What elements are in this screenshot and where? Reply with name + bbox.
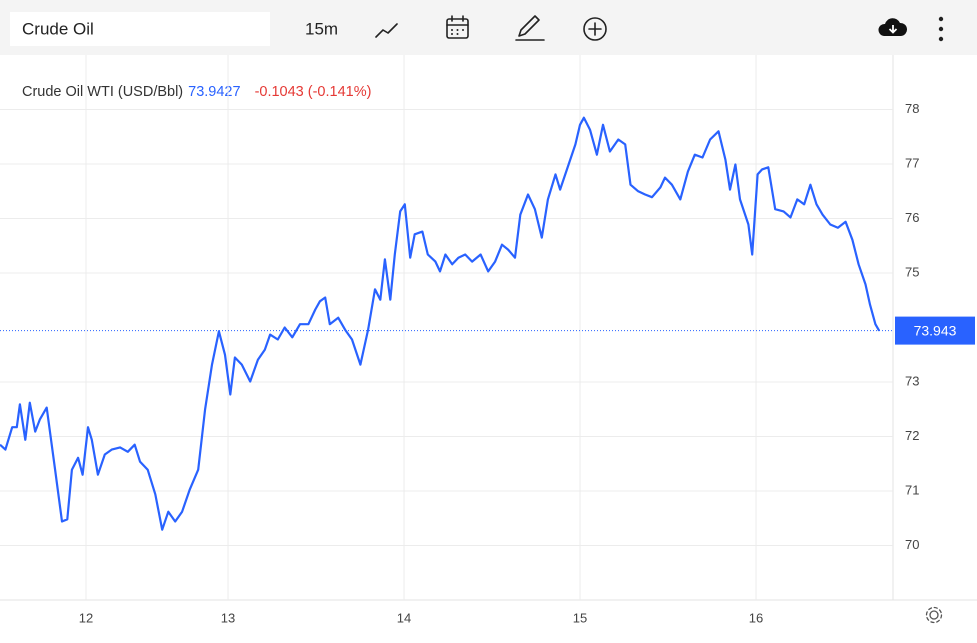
y-tick-label: 77 (905, 155, 919, 170)
y-tick-label: 73 (905, 373, 919, 388)
x-tick-label: 13 (221, 610, 235, 625)
x-tick-label: 14 (397, 610, 411, 625)
download-icon[interactable] (878, 18, 908, 36)
last-price-box (895, 316, 975, 345)
y-tick-label: 78 (905, 101, 919, 116)
calendar-icon[interactable] (446, 15, 469, 39)
x-tick-label: 15 (573, 610, 587, 625)
symbol-search[interactable] (10, 12, 270, 46)
plot: 73.943 (0, 116, 975, 531)
price: 73.9427 (188, 84, 240, 100)
grid: 70 71 72 73 75 76 77 78 12 13 14 15 16 (0, 55, 977, 625)
y-tick-label: 70 (905, 537, 919, 552)
chart-type-icon[interactable] (375, 23, 398, 38)
x-tick-label: 12 (79, 610, 93, 625)
y-tick-label: 76 (905, 210, 919, 225)
add-icon[interactable] (583, 17, 607, 41)
settings-icon[interactable] (925, 606, 943, 624)
price-line (0, 116, 881, 531)
y-tick-label: 72 (905, 428, 919, 443)
draw-icon[interactable] (515, 15, 545, 41)
chart-header: Crude Oil WTI (USD/Bbl) 73.9427 -0.1043 (-… (22, 84, 371, 100)
last-price-label: 73.943 (914, 322, 957, 338)
symbol-text[interactable]: Crude Oil (22, 19, 94, 38)
y-tick-label: 75 (905, 264, 919, 279)
x-tick-label: 16 (749, 610, 763, 625)
y-tick-label: 71 (905, 482, 919, 497)
menu-icon[interactable] (938, 16, 944, 42)
chart-title: Crude Oil WTI (USD/Bbl) (22, 84, 183, 100)
change: -0.1043 (-0.141%) (255, 84, 372, 100)
interval[interactable]: 15m (305, 19, 338, 38)
